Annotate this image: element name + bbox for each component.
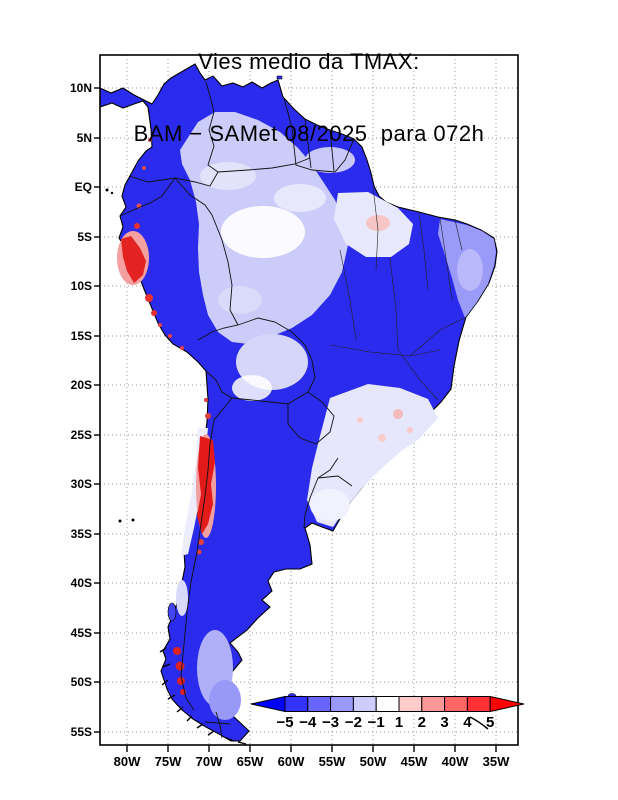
lat-label: 45S — [71, 626, 92, 640]
chiloe-island — [167, 602, 177, 622]
colorbar-label: 2 — [418, 714, 426, 731]
lon-label: 70W — [196, 754, 223, 769]
colorbar-cell — [330, 696, 354, 712]
lat-label: 55S — [71, 725, 92, 739]
positive-bias-peru — [117, 138, 184, 350]
colorbar-labels: −5 −4 −3 −2 −1 1 2 3 4 5 — [276, 714, 494, 731]
lat-label: 35S — [71, 527, 92, 541]
lat-label: 10N — [70, 81, 92, 95]
lat-label: 40S — [71, 576, 92, 590]
latitude-axis-labels: 10N 5N EQ 5S 10S 15S 20S 25S 30S 35S 40S… — [70, 81, 92, 739]
colorbar-label: 1 — [395, 714, 403, 731]
fjord-coastline-detail — [159, 647, 247, 745]
colorbar-cell — [307, 696, 332, 712]
colorbar-cell — [352, 696, 377, 712]
colorbar-label: −5 — [276, 714, 293, 731]
title-line1: Vies medio da TMAX: — [198, 49, 420, 74]
longitude-axis-labels: 80W 75W 70W 65W 60W 55W 50W 45W 40W 35W — [114, 754, 510, 769]
chile-south-light-patch — [176, 580, 188, 616]
colorbar-cell — [375, 696, 400, 712]
weak-bias-patch — [274, 184, 326, 212]
plot-frame — [99, 54, 519, 746]
lat-label: 10S — [71, 279, 92, 293]
lon-label: 60W — [278, 754, 305, 769]
south-georgia-island — [469, 716, 489, 730]
bolivia-white-patch — [232, 375, 272, 401]
title-line2: BAM − SAMet 08/2025 para 072h — [133, 121, 485, 146]
small-positive-bias-spot — [393, 409, 403, 419]
lon-label: 80W — [114, 754, 141, 769]
colorbar-label: 5 — [486, 714, 494, 731]
lat-label: 5N — [77, 131, 92, 145]
lat-label: 15S — [71, 329, 92, 343]
colorbar-label: −1 — [368, 714, 385, 731]
lon-label: 55W — [319, 754, 346, 769]
patagonia-light-strip — [209, 680, 241, 720]
lat-label: EQ — [75, 180, 92, 194]
colorbar-cell — [444, 696, 468, 712]
colorbar-label: −3 — [322, 714, 339, 731]
lat-label: 20S — [71, 378, 92, 392]
country-borders — [119, 81, 355, 739]
lat-label: 50S — [71, 675, 92, 689]
galapagos-islands — [105, 188, 109, 192]
colorbar-cell — [284, 696, 309, 712]
small-positive-bias-spot — [378, 434, 386, 442]
lon-label: 40W — [442, 754, 469, 769]
lon-label: 35W — [483, 754, 510, 769]
lat-label: 25S — [71, 428, 92, 442]
colorbar-label: 4 — [463, 714, 472, 731]
lon-label: 45W — [401, 754, 428, 769]
guianas-light-patch — [305, 147, 355, 173]
colorbar-cell — [398, 696, 423, 712]
colorbar-cell — [466, 696, 491, 712]
uruguay-white-patch — [310, 489, 350, 521]
map-title: Vies medio da TMAX: BAM − SAMet 08/2025 … — [0, 2, 618, 194]
amazon-white-patch — [221, 206, 305, 258]
weak-bias-patch — [218, 286, 262, 314]
colorbar-label: 3 — [440, 714, 448, 731]
colorbar-label: −4 — [299, 714, 317, 731]
colorbar-label: −2 — [345, 714, 362, 731]
map-content — [100, 63, 498, 745]
axis-ticks — [94, 87, 497, 752]
colorbar-right-arrow — [489, 695, 525, 713]
trinidad-island — [276, 75, 283, 80]
small-positive-bias-spot — [357, 417, 363, 423]
juan-fernandez-islands — [118, 519, 122, 523]
small-positive-bias-spot — [366, 215, 390, 231]
state-borders — [329, 186, 467, 401]
northeast-light-patch — [457, 249, 483, 291]
lon-label: 50W — [360, 754, 387, 769]
small-positive-bias-spot — [407, 427, 413, 433]
colorbar-cell — [421, 696, 446, 712]
lat-label: 30S — [71, 477, 92, 491]
lon-label: 75W — [155, 754, 182, 769]
lat-label: 5S — [77, 230, 92, 244]
lon-label: 65W — [237, 754, 264, 769]
colorbar: −5 −4 −3 −2 −1 1 2 3 4 5 — [250, 695, 525, 731]
